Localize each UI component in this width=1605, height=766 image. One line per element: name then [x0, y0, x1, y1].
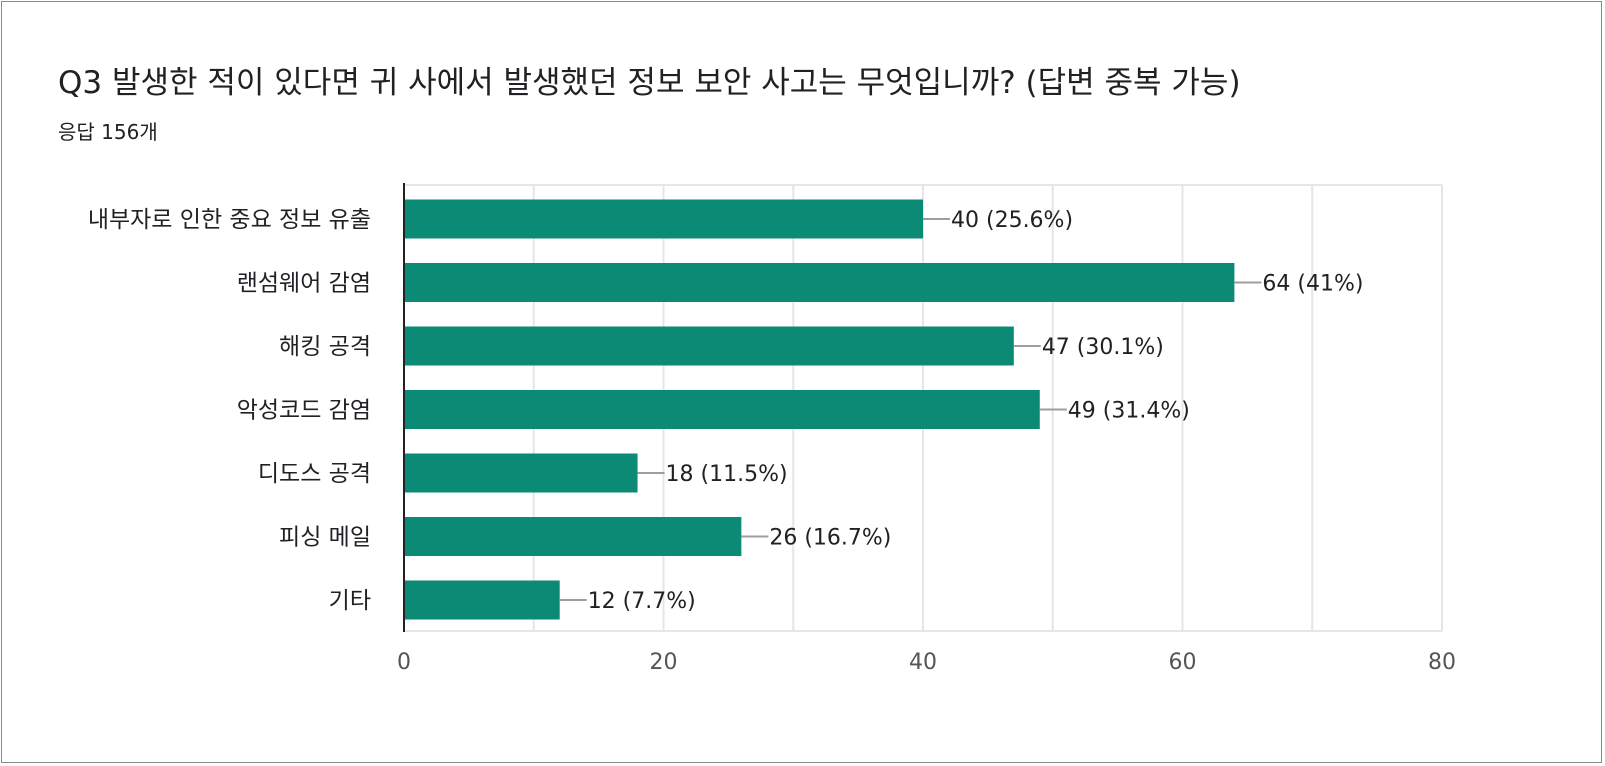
x-tick-label: 60 — [1169, 650, 1197, 675]
bar — [404, 517, 742, 556]
question-title: Q3 발생한 적이 있다면 귀 사에서 발생했던 정보 보안 사고는 무엇입니까… — [58, 65, 1241, 101]
bar — [404, 453, 638, 493]
category-label: 해킹 공격 — [279, 334, 371, 360]
bar — [404, 580, 560, 620]
bar — [404, 390, 1040, 429]
data-label: 40 (25.6%) — [951, 208, 1073, 233]
bar — [404, 263, 1235, 302]
bars — [403, 183, 1235, 632]
category-label: 피싱 메일 — [279, 525, 371, 551]
category-label: 기타 — [329, 588, 371, 614]
bar — [404, 199, 923, 239]
data-labels: 40 (25.6%) 64 (41%) 47 (30.1%) 49 (31.4%) 18… — [559, 208, 1363, 614]
category-label: 랜섬웨어 감염 — [237, 271, 371, 297]
x-tick-label: 0 — [397, 650, 411, 675]
x-tick-label: 20 — [650, 650, 678, 675]
data-label: 47 (30.1%) — [1042, 335, 1164, 360]
data-label: 64 (41%) — [1262, 272, 1363, 297]
x-axis-ticks: 0 20 40 60 80 — [397, 650, 1456, 675]
category-label: 디도스 공격 — [258, 461, 371, 487]
category-label: 악성코드 감염 — [237, 398, 371, 424]
data-label: 12 (7.7%) — [588, 589, 696, 614]
data-label: 26 (16.7%) — [769, 526, 891, 551]
category-label: 내부자로 인한 중요 정보 유출 — [88, 207, 371, 233]
data-label: 18 (11.5%) — [666, 462, 788, 487]
data-label: 49 (31.4%) — [1068, 399, 1190, 424]
x-tick-label: 80 — [1428, 650, 1456, 675]
x-tick-label: 40 — [909, 650, 937, 675]
response-count: 응답 156개 — [58, 120, 158, 144]
bar — [404, 326, 1014, 366]
